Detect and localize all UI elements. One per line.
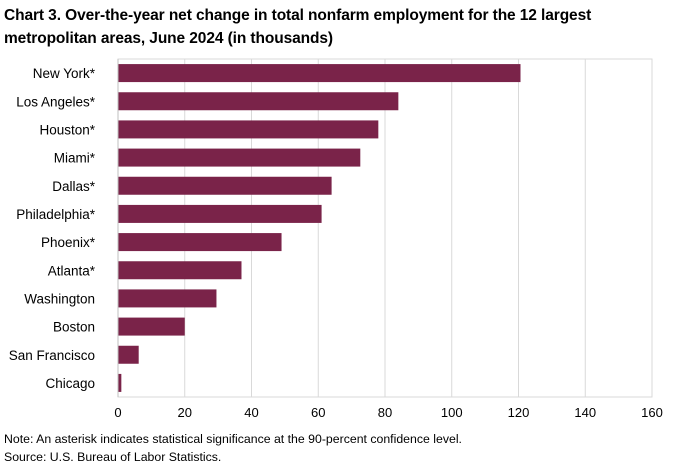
bar [118, 64, 521, 83]
bar [118, 289, 217, 308]
bar [118, 148, 361, 167]
chart-notes: Note: An asterisk indicates statistical … [4, 430, 462, 466]
category-label: New York* [33, 66, 96, 81]
bar [118, 345, 139, 364]
category-labels: New York* Los Angeles* Houston* Miami* Dalla… [9, 66, 96, 391]
x-tick-label: 20 [178, 405, 192, 420]
bar [118, 261, 242, 280]
category-label: Dallas* [52, 179, 96, 194]
category-label: Miami* [54, 151, 96, 166]
category-label: Los Angeles* [16, 94, 96, 109]
bar [118, 176, 332, 195]
x-tick-label: 140 [574, 405, 596, 420]
category-label: Houston* [39, 122, 95, 137]
grid-lines [117, 58, 653, 398]
x-tick-label: 40 [244, 405, 258, 420]
category-label: Phoenix* [41, 235, 96, 250]
bars [118, 64, 521, 392]
category-label: Atlanta* [48, 263, 96, 278]
bar [118, 92, 399, 111]
bar [118, 204, 322, 223]
x-tick-label: 0 [114, 405, 121, 420]
x-tick-label: 80 [378, 405, 392, 420]
category-label: Philadelphia* [16, 207, 96, 222]
x-tick-label: 160 [641, 405, 663, 420]
x-tick-label: 100 [441, 405, 463, 420]
chart-title: Chart 3. Over-the-year net change in tot… [4, 7, 592, 47]
note-text: Note: An asterisk indicates statistical … [4, 432, 462, 446]
bar [118, 317, 185, 336]
x-axis: 0 20 40 60 80 100 120 140 160 [114, 59, 663, 420]
x-tick-label: 60 [311, 405, 325, 420]
bar [118, 120, 379, 139]
bar [118, 233, 282, 252]
category-label: Washington [24, 291, 95, 306]
category-label: San Francisco [9, 348, 95, 363]
x-tick-label: 120 [508, 405, 530, 420]
category-label: Chicago [45, 376, 95, 391]
category-label: Boston [53, 320, 95, 335]
bar-chart: New York* Los Angeles* Houston* Miami* Dalla… [9, 58, 663, 420]
bar [118, 373, 122, 392]
source-text: Source: U.S. Bureau of Labor Statistics. [4, 450, 222, 464]
